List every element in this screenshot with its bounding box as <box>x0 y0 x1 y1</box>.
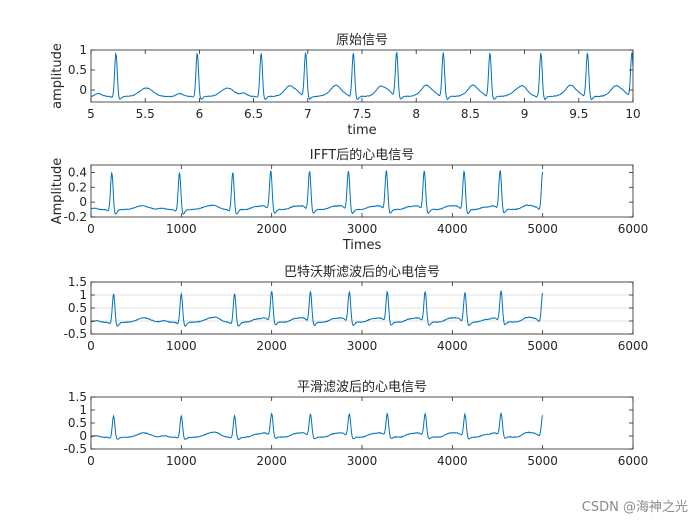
y-axis-label: Amplitude <box>50 158 65 225</box>
x-tick-label: 2000 <box>256 222 287 236</box>
x-tick-label: 2000 <box>256 454 287 468</box>
subplot-title: 原始信号 <box>336 33 388 48</box>
y-tick-label: 1.5 <box>68 275 87 289</box>
watermark-text: CSDN @海神之光 <box>581 500 688 515</box>
x-tick-label: 4000 <box>437 222 468 236</box>
x-tick-label: 6 <box>196 107 204 121</box>
subplot-title: 巴特沃斯滤波后的心电信号 <box>284 264 440 280</box>
x-tick-label: 1000 <box>166 222 197 236</box>
subplot-1: 5 5.5 6 6.5 7 7.5 8 8.5 9 9.5 10 0 0.5 1 原始信号 time ampli… <box>50 33 641 138</box>
series-line <box>90 290 544 327</box>
axes-box <box>90 49 634 103</box>
x-tick-label: 4000 <box>437 339 468 353</box>
x-tick-label: 10 <box>625 107 640 121</box>
y-tick-label: 0 <box>79 314 87 328</box>
x-tick-label: 1000 <box>166 454 197 468</box>
x-tick-label: 5 <box>87 107 95 121</box>
subplot-title: IFFT后的心电信号 <box>310 147 415 163</box>
y-tick-label: 1 <box>79 403 87 417</box>
y-tick-label: 0 <box>79 83 87 97</box>
x-tick-label: 7 <box>304 107 312 121</box>
x-tick-label: 7.5 <box>352 107 371 121</box>
y-tick-label: 0.5 <box>68 63 87 77</box>
x-tick-label: 9 <box>521 107 529 121</box>
subplot-4: 0 1000 2000 3000 4000 5000 6000-0.500.511.5平滑滤… <box>64 379 649 468</box>
x-tick-label: 6.5 <box>244 107 263 121</box>
x-tick-label: 0 <box>87 339 95 353</box>
y-tick-label: 0.5 <box>68 301 87 315</box>
y-tick-label: 0 <box>79 195 87 209</box>
y-tick-label: 1 <box>79 43 87 57</box>
x-tick-label: 0 <box>87 222 95 236</box>
x-tick-label: 6000 <box>618 454 649 468</box>
y-tick-label: 0.2 <box>68 180 87 194</box>
x-tick-label: 8 <box>412 107 420 121</box>
x-tick-label: 4000 <box>437 454 468 468</box>
x-tick-label: 5000 <box>527 222 558 236</box>
y-tick-label: 1 <box>79 288 87 302</box>
x-tick-label: 6000 <box>618 222 649 236</box>
x-axis-label: Times <box>342 238 382 253</box>
y-tick-label: -0.5 <box>64 327 87 341</box>
y-tick-label: 0.4 <box>68 165 87 179</box>
subplot-2: 0 1000 2000 3000 4000 5000 6000-0.200.20.4IFFT… <box>50 147 648 253</box>
series-line <box>90 51 634 101</box>
y-tick-label: -0.2 <box>64 210 87 224</box>
x-tick-label: 0 <box>87 454 95 468</box>
axes-box <box>90 396 634 450</box>
y-tick-label: 1.5 <box>68 390 87 404</box>
x-tick-label: 8.5 <box>461 107 480 121</box>
y-tick-label: 0 <box>79 429 87 443</box>
y-axis-label: amplitude <box>50 43 65 109</box>
y-tick-label: 0.5 <box>68 416 87 430</box>
series-line <box>90 411 544 441</box>
x-tick-label: 5000 <box>527 454 558 468</box>
x-axis-label: time <box>347 123 376 138</box>
x-tick-label: 1000 <box>166 339 197 353</box>
subplot-title: 平滑滤波后的心电信号 <box>297 379 427 395</box>
x-tick-label: 3000 <box>347 339 378 353</box>
x-tick-label: 6000 <box>618 339 649 353</box>
subplot-3: 0 1000 2000 3000 4000 5000 6000-0.500.511.5巴特沃… <box>64 264 649 353</box>
x-tick-label: 5000 <box>527 339 558 353</box>
x-tick-label: 5.5 <box>136 107 155 121</box>
x-tick-label: 3000 <box>347 454 378 468</box>
x-tick-label: 9.5 <box>569 107 588 121</box>
series-line <box>91 169 544 215</box>
y-tick-label: -0.5 <box>64 442 87 456</box>
x-tick-label: 2000 <box>256 339 287 353</box>
x-tick-label: 3000 <box>347 222 378 236</box>
